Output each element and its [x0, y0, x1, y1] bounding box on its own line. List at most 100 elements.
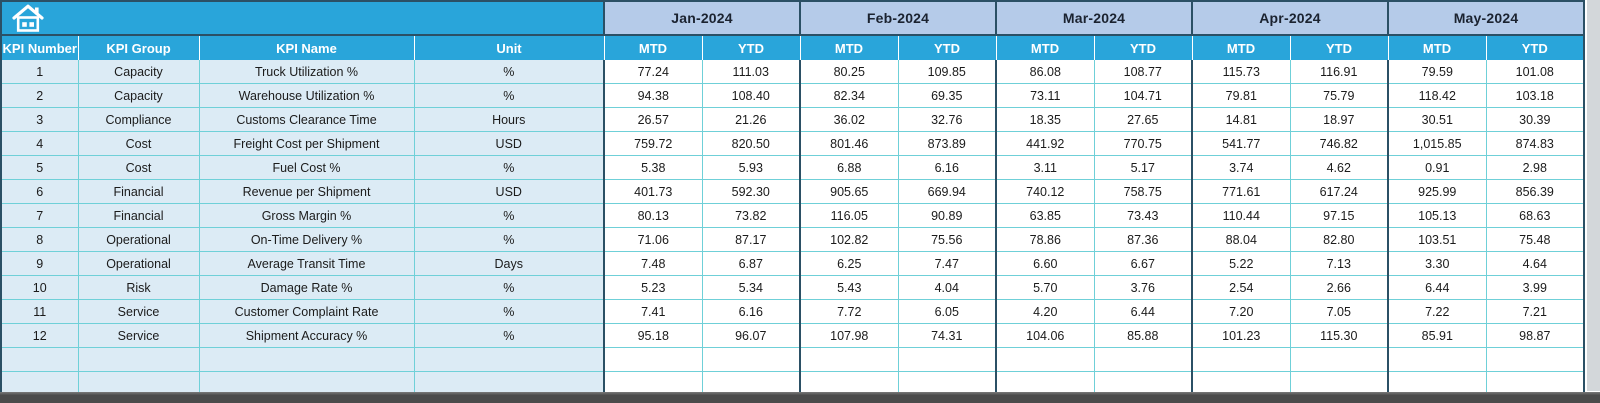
column-header-feb-2024-mtd[interactable]: MTD: [799, 35, 898, 60]
cell-jan-2024-ytd[interactable]: 6.16: [701, 299, 800, 324]
column-header-may-2024-ytd[interactable]: YTD: [1485, 35, 1585, 60]
column-header-jan-2024-ytd[interactable]: YTD: [701, 35, 800, 60]
cell-empty[interactable]: [799, 347, 898, 372]
cell-apr-2024-ytd[interactable]: 18.97: [1289, 107, 1389, 132]
cell-feb-2024-ytd[interactable]: 4.04: [897, 275, 997, 300]
cell-may-2024-ytd[interactable]: 68.63: [1485, 203, 1585, 228]
cell-feb-2024-mtd[interactable]: 5.43: [799, 275, 898, 300]
cell-empty[interactable]: [897, 371, 997, 396]
cell-empty[interactable]: [1093, 347, 1193, 372]
cell-kpi-name[interactable]: Truck Utilization %: [198, 60, 414, 84]
month-header-may-2024[interactable]: May-2024: [1387, 1, 1585, 36]
cell-feb-2024-ytd[interactable]: 873.89: [897, 131, 997, 156]
cell-jan-2024-mtd[interactable]: 759.72: [603, 131, 702, 156]
cell-kpi-group[interactable]: Operational: [77, 251, 199, 276]
cell-kpi-group[interactable]: Compliance: [77, 107, 199, 132]
cell-unit[interactable]: %: [413, 60, 604, 84]
cell-jan-2024-ytd[interactable]: 73.82: [701, 203, 800, 228]
cell-jan-2024-mtd[interactable]: 80.13: [603, 203, 702, 228]
cell-empty[interactable]: [701, 371, 800, 396]
cell-jan-2024-ytd[interactable]: 111.03: [701, 60, 800, 84]
cell-feb-2024-ytd[interactable]: 74.31: [897, 323, 997, 348]
cell-kpi-name[interactable]: Average Transit Time: [198, 251, 414, 276]
cell-kpi-name[interactable]: Gross Margin %: [198, 203, 414, 228]
cell-kpi-group[interactable]: Financial: [77, 203, 199, 228]
cell-kpi-number[interactable]: 9: [0, 251, 78, 276]
cell-empty[interactable]: [1289, 347, 1389, 372]
cell-unit[interactable]: %: [413, 83, 604, 108]
cell-empty[interactable]: [995, 371, 1095, 396]
cell-mar-2024-mtd[interactable]: 78.86: [995, 227, 1095, 252]
cell-empty[interactable]: [1387, 347, 1487, 372]
cell-mar-2024-ytd[interactable]: 73.43: [1093, 203, 1193, 228]
cell-empty[interactable]: [0, 371, 78, 396]
cell-feb-2024-ytd[interactable]: 90.89: [897, 203, 997, 228]
cell-jan-2024-mtd[interactable]: 77.24: [603, 60, 702, 84]
cell-jan-2024-mtd[interactable]: 401.73: [603, 179, 702, 204]
cell-kpi-name[interactable]: Warehouse Utilization %: [198, 83, 414, 108]
cell-apr-2024-mtd[interactable]: 5.22: [1191, 251, 1291, 276]
cell-may-2024-mtd[interactable]: 1,015.85: [1387, 131, 1487, 156]
cell-mar-2024-mtd[interactable]: 740.12: [995, 179, 1095, 204]
cell-may-2024-mtd[interactable]: 105.13: [1387, 203, 1487, 228]
cell-kpi-number[interactable]: 10: [0, 275, 78, 300]
cell-apr-2024-mtd[interactable]: 7.20: [1191, 299, 1291, 324]
cell-feb-2024-mtd[interactable]: 801.46: [799, 131, 898, 156]
cell-mar-2024-ytd[interactable]: 108.77: [1093, 60, 1193, 84]
cell-apr-2024-mtd[interactable]: 110.44: [1191, 203, 1291, 228]
cell-feb-2024-ytd[interactable]: 6.05: [897, 299, 997, 324]
month-header-apr-2024[interactable]: Apr-2024: [1191, 1, 1389, 36]
cell-apr-2024-ytd[interactable]: 2.66: [1289, 275, 1389, 300]
cell-apr-2024-ytd[interactable]: 97.15: [1289, 203, 1389, 228]
cell-unit[interactable]: Days: [413, 251, 604, 276]
cell-kpi-group[interactable]: Operational: [77, 227, 199, 252]
cell-empty[interactable]: [897, 347, 997, 372]
cell-apr-2024-ytd[interactable]: 7.05: [1289, 299, 1389, 324]
cell-kpi-number[interactable]: 11: [0, 299, 78, 324]
cell-jan-2024-ytd[interactable]: 820.50: [701, 131, 800, 156]
cell-jan-2024-mtd[interactable]: 95.18: [603, 323, 702, 348]
cell-unit[interactable]: USD: [413, 179, 604, 204]
cell-mar-2024-ytd[interactable]: 6.67: [1093, 251, 1193, 276]
cell-kpi-name[interactable]: Freight Cost per Shipment: [198, 131, 414, 156]
cell-kpi-group[interactable]: Service: [77, 299, 199, 324]
cell-unit[interactable]: %: [413, 203, 604, 228]
cell-apr-2024-mtd[interactable]: 2.54: [1191, 275, 1291, 300]
cell-feb-2024-ytd[interactable]: 32.76: [897, 107, 997, 132]
cell-empty[interactable]: [995, 347, 1095, 372]
cell-jan-2024-mtd[interactable]: 5.38: [603, 155, 702, 180]
cell-kpi-number[interactable]: 5: [0, 155, 78, 180]
cell-mar-2024-mtd[interactable]: 6.60: [995, 251, 1095, 276]
cell-mar-2024-ytd[interactable]: 87.36: [1093, 227, 1193, 252]
cell-feb-2024-mtd[interactable]: 7.72: [799, 299, 898, 324]
cell-unit[interactable]: %: [413, 275, 604, 300]
cell-apr-2024-ytd[interactable]: 4.62: [1289, 155, 1389, 180]
cell-kpi-number[interactable]: 2: [0, 83, 78, 108]
cell-mar-2024-mtd[interactable]: 86.08: [995, 60, 1095, 84]
cell-mar-2024-mtd[interactable]: 104.06: [995, 323, 1095, 348]
cell-may-2024-ytd[interactable]: 103.18: [1485, 83, 1585, 108]
cell-mar-2024-ytd[interactable]: 27.65: [1093, 107, 1193, 132]
cell-kpi-name[interactable]: On-Time Delivery %: [198, 227, 414, 252]
cell-kpi-number[interactable]: 12: [0, 323, 78, 348]
cell-apr-2024-mtd[interactable]: 771.61: [1191, 179, 1291, 204]
cell-empty[interactable]: [799, 371, 898, 396]
cell-may-2024-ytd[interactable]: 2.98: [1485, 155, 1585, 180]
cell-feb-2024-mtd[interactable]: 36.02: [799, 107, 898, 132]
cell-may-2024-ytd[interactable]: 30.39: [1485, 107, 1585, 132]
column-header-kpi-group[interactable]: KPI Group: [77, 35, 199, 60]
column-header-feb-2024-ytd[interactable]: YTD: [897, 35, 997, 60]
cell-mar-2024-mtd[interactable]: 63.85: [995, 203, 1095, 228]
cell-kpi-name[interactable]: Revenue per Shipment: [198, 179, 414, 204]
cell-may-2024-mtd[interactable]: 85.91: [1387, 323, 1487, 348]
cell-apr-2024-ytd[interactable]: 82.80: [1289, 227, 1389, 252]
cell-mar-2024-ytd[interactable]: 3.76: [1093, 275, 1193, 300]
cell-apr-2024-ytd[interactable]: 617.24: [1289, 179, 1389, 204]
cell-kpi-name[interactable]: Shipment Accuracy %: [198, 323, 414, 348]
column-header-kpi-number[interactable]: KPI Number: [1, 35, 78, 60]
cell-may-2024-ytd[interactable]: 3.99: [1485, 275, 1585, 300]
cell-feb-2024-ytd[interactable]: 109.85: [897, 60, 997, 84]
cell-mar-2024-ytd[interactable]: 5.17: [1093, 155, 1193, 180]
cell-kpi-name[interactable]: Fuel Cost %: [198, 155, 414, 180]
cell-kpi-group[interactable]: Capacity: [77, 83, 199, 108]
